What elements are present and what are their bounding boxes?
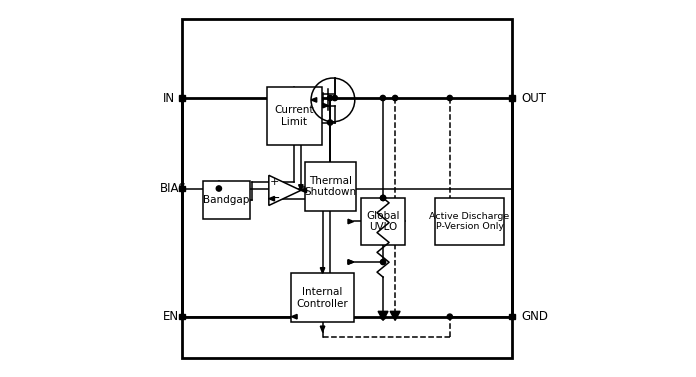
Circle shape: [381, 195, 386, 201]
Text: Global
UVLO: Global UVLO: [366, 211, 400, 232]
Bar: [180, 314, 184, 319]
Polygon shape: [348, 219, 354, 224]
Polygon shape: [390, 311, 400, 320]
Polygon shape: [323, 103, 329, 108]
Circle shape: [380, 95, 386, 101]
Text: BIAS: BIAS: [160, 182, 187, 195]
Circle shape: [381, 314, 386, 319]
Text: Current
Limit: Current Limit: [274, 105, 314, 127]
Bar: [509, 314, 514, 319]
Text: EN: EN: [162, 310, 179, 323]
Bar: [180, 186, 184, 191]
Polygon shape: [378, 311, 388, 320]
FancyBboxPatch shape: [267, 87, 322, 145]
Polygon shape: [320, 326, 325, 332]
Circle shape: [393, 95, 398, 101]
Text: −: −: [269, 192, 280, 205]
Polygon shape: [348, 260, 354, 264]
FancyBboxPatch shape: [435, 198, 505, 245]
Polygon shape: [348, 260, 354, 264]
Polygon shape: [301, 188, 306, 193]
FancyBboxPatch shape: [305, 162, 356, 211]
Text: Active Discharge
P-Version Only: Active Discharge P-Version Only: [429, 212, 509, 231]
FancyBboxPatch shape: [292, 273, 354, 322]
Polygon shape: [269, 196, 274, 201]
Text: Internal
Controller: Internal Controller: [296, 287, 349, 309]
Text: OUT: OUT: [521, 92, 546, 104]
Circle shape: [381, 195, 386, 201]
Circle shape: [327, 95, 333, 101]
FancyBboxPatch shape: [361, 198, 404, 245]
Bar: [180, 95, 184, 101]
Polygon shape: [269, 175, 301, 205]
FancyBboxPatch shape: [203, 181, 250, 219]
Text: Bandgap: Bandgap: [203, 195, 250, 205]
Circle shape: [327, 120, 333, 125]
Polygon shape: [299, 185, 303, 190]
Circle shape: [447, 314, 452, 319]
Circle shape: [447, 95, 452, 101]
Bar: [509, 95, 514, 101]
Circle shape: [332, 95, 338, 101]
Text: GND: GND: [521, 310, 548, 323]
Text: +: +: [270, 177, 279, 187]
Polygon shape: [320, 268, 325, 273]
Circle shape: [216, 186, 221, 191]
FancyBboxPatch shape: [182, 19, 512, 358]
Text: IN: IN: [162, 92, 175, 104]
Text: Thermal
Shutdown: Thermal Shutdown: [304, 176, 356, 198]
Circle shape: [180, 186, 184, 191]
Polygon shape: [292, 314, 297, 319]
Polygon shape: [311, 98, 317, 102]
Circle shape: [381, 259, 386, 265]
